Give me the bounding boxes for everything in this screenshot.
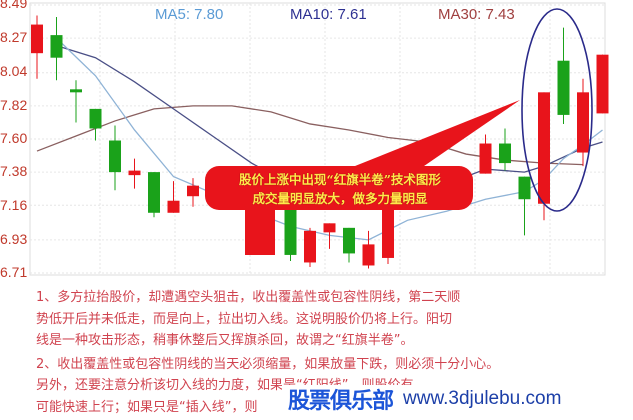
candle-body: [343, 227, 355, 254]
candle-body: [362, 244, 375, 266]
note-line: 2、收出覆盖性或包容性阴线的当天必须缩量，如果放量下跌，则必须十分小心。: [36, 356, 500, 372]
candlestick-chart: [29, 2, 609, 276]
candle-body: [499, 143, 511, 164]
candle-body: [382, 205, 394, 258]
callout-pointer: [330, 100, 520, 186]
y-tick-label: 7.16: [0, 197, 28, 213]
candle-body: [557, 60, 570, 115]
callout-annotation: 股价上涨中出现“红旗半卷”技术图形 成交量明显放大，做多力量明显: [210, 170, 470, 208]
note-line: 1、多方拉抬股价，却遭遇空头狙击，收出覆盖性或包容性阴线，第二天顺: [36, 290, 461, 305]
candle-body: [518, 176, 531, 200]
y-tick-label: 7.82: [0, 97, 28, 113]
legend-ma10: MA10: 7.61: [290, 6, 367, 23]
candle-body: [479, 143, 492, 174]
legend-ma30: MA30: 7.43: [438, 6, 515, 23]
candle-body: [577, 92, 589, 153]
candle-body: [128, 170, 141, 176]
y-tick-label: 8.49: [0, 0, 28, 11]
candle-body: [538, 92, 550, 204]
candle-body: [167, 200, 180, 213]
candle-body: [323, 223, 336, 233]
note-line: 可能快速上行；如果只是“插入线”，则: [36, 399, 258, 415]
candle-body: [596, 54, 609, 114]
callout-line: 股价上涨中出现“红旗半卷”技术图形: [239, 172, 441, 187]
callout-line: 成交量明显放大，做多力量明显: [252, 191, 428, 206]
candle-body: [148, 172, 160, 213]
watermark: 股票俱乐部 www.3djulebu.com: [282, 385, 568, 414]
y-tick-label: 6.93: [0, 231, 28, 247]
candle-body: [89, 108, 102, 129]
legend-ma5: MA5: 7.80: [155, 6, 224, 23]
watermark-logo: 股票俱乐部: [288, 389, 394, 414]
candle-body: [70, 89, 82, 93]
y-tick-label: 6.71: [0, 264, 28, 280]
candle-body: [187, 185, 199, 197]
note-line: 线是一种攻击形态，稍事休整后又挥旗杀回，故谓之“红旗半卷”。: [36, 333, 414, 348]
y-tick-label: 8.27: [0, 29, 28, 45]
y-tick-label: 7.38: [0, 163, 28, 179]
ma30-line: [36, 105, 584, 166]
candle-body: [284, 205, 297, 255]
candle-body: [304, 230, 316, 263]
note-line: 势低开后并未低走，而是向上，拉出切入线。这说明股价仍将上行。阳切: [36, 311, 453, 327]
candle-body: [109, 140, 121, 173]
y-tick-label: 8.04: [0, 63, 28, 79]
callout-bubble: [205, 166, 473, 210]
explanation-text: 1、多方拉抬股价，却遭遇空头狙击，收出覆盖性或包容性阴线，第二天顺 势低开后并未…: [36, 287, 626, 418]
candle-body: [31, 24, 43, 54]
candle-body: [50, 35, 63, 58]
watermark-url: www.3djulebu.com: [403, 388, 562, 409]
callout-bubble-tail: [245, 205, 275, 255]
highlight-ellipse: [521, 8, 593, 212]
y-tick-label: 7.60: [0, 130, 28, 146]
